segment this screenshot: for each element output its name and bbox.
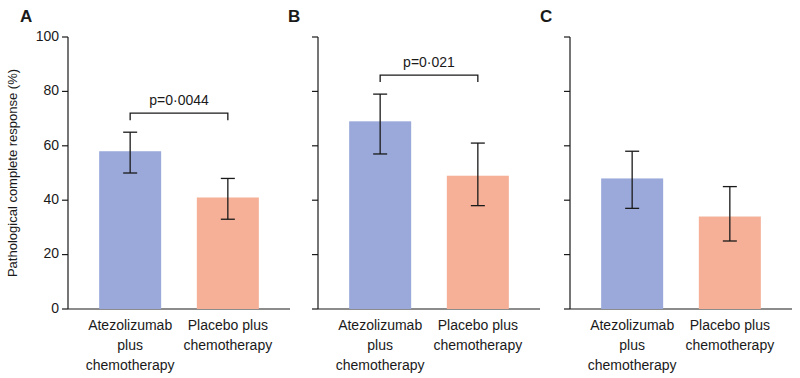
- p-bracket: [380, 75, 478, 82]
- y-tick: [564, 308, 570, 309]
- error-cap: [723, 240, 737, 241]
- y-tick: [312, 254, 318, 255]
- marks: [99, 132, 259, 309]
- label-line: chemotherapy: [685, 337, 774, 353]
- error-cap: [471, 142, 485, 143]
- y-tick-label: 20: [43, 245, 59, 261]
- y-tick: [312, 308, 318, 309]
- x-tick-label: Placebo plus chemotherapy: [685, 317, 774, 353]
- error-cap: [123, 132, 137, 133]
- error-bar: [723, 187, 737, 241]
- error-bar: [625, 151, 639, 208]
- x-tick-label: Atezolizumab plus chemotherapy: [86, 317, 175, 373]
- error-cap: [471, 205, 485, 206]
- y-tick: [62, 36, 68, 37]
- y-axis: [569, 37, 570, 309]
- y-tick-label: 0: [51, 300, 59, 316]
- error-bar: [373, 94, 387, 154]
- y-tick: [62, 200, 68, 201]
- error-line: [227, 178, 228, 219]
- error-line: [632, 151, 633, 208]
- label-line: chemotherapy: [336, 357, 425, 373]
- bar: [99, 151, 161, 309]
- label-line: Atezolizumab: [590, 317, 674, 333]
- error-cap: [723, 186, 737, 187]
- label-line: chemotherapy: [588, 357, 677, 373]
- x-tick-label: Placebo plus chemotherapy: [183, 317, 272, 353]
- error-cap: [373, 93, 387, 94]
- y-axis-label: Pathological complete response (%): [5, 69, 20, 277]
- y-axis: [67, 37, 68, 309]
- label-line: chemotherapy: [433, 337, 522, 353]
- figure: A Pathological complete response (%) 0 20 40…: [0, 0, 800, 378]
- error-cap: [373, 153, 387, 154]
- y-tick: [564, 91, 570, 92]
- y-tick: [312, 200, 318, 201]
- y-tick-label: 80: [43, 82, 59, 98]
- error-line: [477, 143, 478, 206]
- label-line: plus: [117, 337, 143, 353]
- y-tick: [312, 36, 318, 37]
- label-line: Placebo plus: [438, 317, 518, 333]
- y-tick: [564, 254, 570, 255]
- error-line: [729, 187, 730, 241]
- error-line: [380, 94, 381, 154]
- p-value: p=0·021: [403, 54, 455, 70]
- error-bar: [471, 143, 485, 206]
- label-line: Placebo plus: [690, 317, 770, 333]
- error-cap: [625, 208, 639, 209]
- y-tick: [62, 145, 68, 146]
- p-value: p=0·0044: [149, 92, 209, 108]
- y-tick: [62, 91, 68, 92]
- label-line: plus: [619, 337, 645, 353]
- panel-title: C: [540, 7, 552, 26]
- marks: [349, 94, 509, 309]
- y-axis: [317, 37, 318, 309]
- y-tick: [312, 145, 318, 146]
- y-tick: [564, 200, 570, 201]
- panel: BAtezolizumabpluschemotherapyPlacebo plu…: [288, 7, 540, 373]
- panel-title: B: [288, 7, 300, 26]
- error-cap: [221, 219, 235, 220]
- y-tick: [62, 254, 68, 255]
- y-tick: [564, 145, 570, 146]
- label-line: Placebo plus: [188, 317, 268, 333]
- label-line: Atezolizumab: [88, 317, 172, 333]
- panel: CAtezolizumabpluschemotherapyPlacebo plu…: [540, 7, 792, 373]
- y-tick-label: 100: [36, 28, 60, 44]
- error-cap: [221, 178, 235, 179]
- error-bar: [123, 132, 137, 173]
- marks: [601, 151, 761, 309]
- error-cap: [123, 172, 137, 173]
- label-line: chemotherapy: [86, 357, 175, 373]
- label-line: chemotherapy: [183, 337, 272, 353]
- y-tick: [564, 36, 570, 37]
- p-bracket: [130, 113, 228, 120]
- y-tick: [312, 91, 318, 92]
- x-tick-label: Atezolizumab plus chemotherapy: [588, 317, 677, 373]
- x-tick-label: Atezolizumab plus chemotherapy: [336, 317, 425, 373]
- panel-title: A: [20, 7, 32, 26]
- x-tick-label: Placebo plus chemotherapy: [433, 317, 522, 353]
- error-bar: [221, 178, 235, 219]
- panel: A Pathological complete response (%) 0 20 40…: [5, 7, 290, 373]
- y-tick-label: 60: [43, 137, 59, 153]
- y-tick-label: 40: [43, 191, 59, 207]
- error-cap: [625, 151, 639, 152]
- error-line: [130, 132, 131, 173]
- label-line: Atezolizumab: [338, 317, 422, 333]
- label-line: plus: [367, 337, 393, 353]
- y-tick: [62, 308, 68, 309]
